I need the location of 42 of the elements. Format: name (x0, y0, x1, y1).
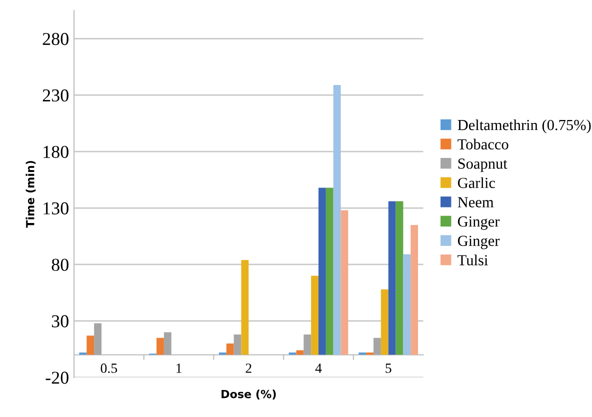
y-tick-label: 80 (52, 258, 68, 271)
y-tick-label: 230 (42, 89, 68, 102)
y-axis-title: Time (min) (26, 160, 36, 228)
bar (156, 338, 164, 355)
bar (374, 338, 381, 355)
legend-label: Neem (458, 197, 494, 208)
bar (318, 188, 326, 355)
bar (333, 84, 341, 355)
y-tick-label: -20 (46, 372, 68, 384)
bar (326, 188, 334, 355)
bar (311, 276, 318, 355)
x-axis-title: Dose (%) (222, 390, 276, 400)
bar (396, 201, 404, 355)
y-tick-label: 30 (52, 315, 68, 328)
bar (226, 344, 234, 355)
legend-label: Tobacco (458, 138, 508, 150)
bar (296, 350, 304, 355)
x-tick-label: 4 (315, 364, 322, 373)
y-tick-label: 180 (44, 146, 68, 158)
bar (410, 224, 418, 355)
bar (380, 289, 388, 355)
x-tick-label: 5 (386, 364, 392, 373)
legend-label: Ginger (458, 216, 500, 230)
x-tick-label: 1 (176, 364, 182, 373)
bar (94, 323, 102, 355)
x-tick-label: 0.5 (100, 364, 118, 373)
bar (403, 254, 411, 355)
bar (340, 210, 348, 355)
y-tick-label: 280 (42, 32, 68, 46)
bar (164, 332, 172, 355)
bar (304, 334, 312, 355)
legend-label: Soapnut (458, 158, 508, 172)
legend-label: Ginger (458, 236, 500, 250)
legend-label: Tulsi (458, 254, 488, 266)
legend-label: Deltamethrin (0.75%) (458, 119, 591, 134)
x-tick-label: 2 (246, 364, 252, 373)
bar (241, 260, 249, 355)
bar (388, 201, 396, 355)
bar (234, 334, 242, 355)
legend-label: Garlic (458, 177, 496, 188)
bar (86, 336, 94, 355)
y-tick-label: 130 (44, 202, 68, 214)
